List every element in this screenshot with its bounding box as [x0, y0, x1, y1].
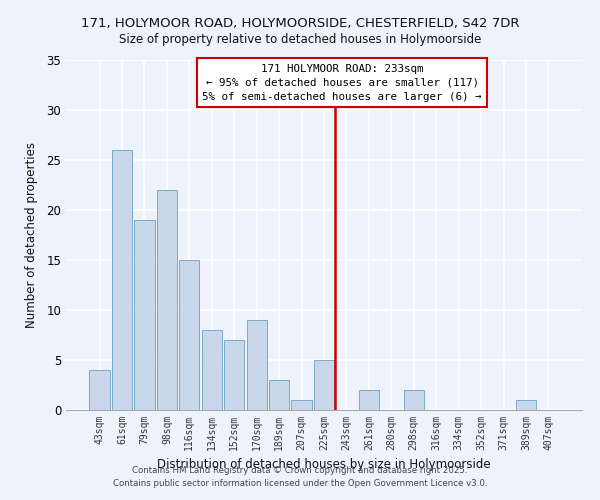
Bar: [89, 370, 110, 410]
Bar: [157, 190, 177, 410]
X-axis label: Distribution of detached houses by size in Holymoorside: Distribution of detached houses by size …: [157, 458, 491, 471]
Bar: [269, 380, 289, 410]
Bar: [224, 340, 244, 410]
Bar: [404, 390, 424, 410]
Bar: [202, 330, 222, 410]
Text: 171, HOLYMOOR ROAD, HOLYMOORSIDE, CHESTERFIELD, S42 7DR: 171, HOLYMOOR ROAD, HOLYMOORSIDE, CHESTE…: [81, 18, 519, 30]
Bar: [292, 400, 311, 410]
Text: Contains HM Land Registry data © Crown copyright and database right 2025.
Contai: Contains HM Land Registry data © Crown c…: [113, 466, 487, 487]
Bar: [134, 220, 155, 410]
Y-axis label: Number of detached properties: Number of detached properties: [25, 142, 38, 328]
Text: Size of property relative to detached houses in Holymoorside: Size of property relative to detached ho…: [119, 32, 481, 46]
Bar: [359, 390, 379, 410]
Bar: [247, 320, 267, 410]
Bar: [314, 360, 334, 410]
Text: 171 HOLYMOOR ROAD: 233sqm
← 95% of detached houses are smaller (117)
5% of semi-: 171 HOLYMOOR ROAD: 233sqm ← 95% of detac…: [202, 64, 482, 102]
Bar: [179, 260, 199, 410]
Bar: [112, 150, 132, 410]
Bar: [516, 400, 536, 410]
